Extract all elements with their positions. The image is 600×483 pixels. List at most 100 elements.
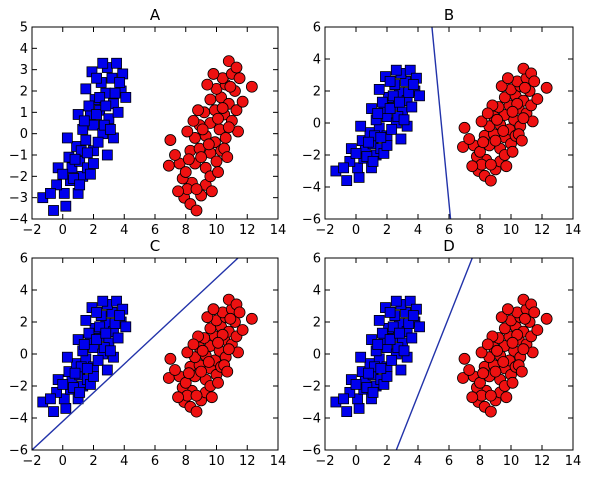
blue-square-point-b-4 [344,155,356,167]
blue-square-point-d-37 [373,314,385,326]
red-circle-point-d-51 [495,311,508,324]
red-circle-point-b-44 [500,160,513,173]
red-circle-point-a-63 [190,183,203,196]
red-circle-point-b-53 [466,160,479,173]
red-circle-point-c-44 [205,391,218,404]
y-tick-label-a: −1 [9,149,28,164]
y-tick-label-d: 4 [313,284,321,299]
blue-square-point-b-34 [376,96,388,108]
blue-square-point-c-56 [74,386,86,398]
y-tick-label-b: 0 [313,117,321,132]
blue-square-point-a-52 [69,153,81,165]
blue-square-point-b-29 [404,64,416,76]
y-tick-label-a: −3 [9,191,28,206]
x-tick-label-b: 0 [352,223,360,238]
red-circle-point-d-55 [481,338,494,351]
y-tick-label-c: −2 [9,380,28,395]
red-circle-point-b-40 [540,81,553,94]
subplot-title-b: B [444,6,454,24]
red-circle-point-c-57 [233,306,246,319]
red-circle-point-c-65 [212,336,224,349]
blue-square-point-d-36 [406,332,418,344]
y-tick-label-d: −6 [302,444,321,459]
blue-square-point-a-33 [68,173,79,184]
blue-square-point-d-2 [353,402,365,414]
blue-square-point-a-3 [58,187,70,199]
red-circle-point-b-63 [484,158,497,171]
blue-square-point-d-56 [367,386,379,398]
red-circle-point-b-56 [517,112,530,125]
x-tick-label-b: 14 [565,223,582,238]
x-tick-label-a: 0 [59,223,67,238]
x-tick-label-b: −2 [315,223,334,238]
y-tick-label-d: −2 [302,380,321,395]
x-tick-label-c: 6 [151,454,159,469]
y-tick-label-c: −4 [9,412,28,427]
blue-square-point-c-55 [91,334,102,346]
subplot-title-c: C [150,237,160,255]
blue-square-point-a-58 [114,77,126,88]
blue-square-point-c-36 [112,332,124,344]
blue-square-point-d-51 [387,321,399,333]
red-circle-point-b-61 [497,125,510,137]
x-tick-label-a: 6 [151,223,159,238]
blue-square-point-d-50 [372,338,384,350]
red-circle-point-c-64 [196,344,209,357]
y-tick-label-d: −4 [302,412,321,427]
blue-square-point-b-53 [375,131,387,143]
blue-square-point-c-57 [100,327,112,339]
y-tick-label-b: 4 [313,53,321,68]
x-tick-label-a: 10 [208,223,225,238]
red-circle-point-d-53 [466,391,479,404]
red-circle-point-a-54 [195,151,208,164]
x-tick-label-a: 2 [89,223,97,238]
blue-square-point-d-40 [414,321,425,333]
blue-square-point-b-40 [414,90,425,102]
blue-square-point-a-47 [105,124,116,135]
x-tick-label-d: 12 [534,454,551,469]
red-circle-point-c-53 [172,391,184,404]
blue-square-point-a-14 [80,134,92,146]
red-circle-point-b-4 [484,174,497,187]
plot-area-c [32,258,258,450]
red-circle-point-c-51 [201,311,214,324]
red-circle-point-c-60 [182,367,195,380]
red-circle-point-a-60 [182,153,195,166]
x-tick-label-d: 8 [476,454,484,469]
x-tick-label-c: 2 [89,454,97,469]
red-circle-point-a-55 [187,114,200,127]
x-tick-label-b: 10 [503,223,520,238]
blue-square-point-b-48 [381,139,393,151]
red-circle-point-a-62 [216,102,229,114]
blue-square-point-b-50 [372,108,384,119]
red-circle-point-c-48 [181,346,194,359]
blue-square-point-a-29 [111,57,122,69]
blue-square-point-a-17 [88,119,99,131]
x-tick-label-d: 4 [414,454,422,469]
blue-square-point-c-34 [83,327,95,339]
red-circle-point-a-65 [212,112,224,125]
blue-square-point-a-38 [101,149,113,161]
red-circle-point-c-50 [236,324,249,336]
subplot-title-a: A [150,6,161,24]
red-circle-point-d-65 [506,336,519,349]
y-tick-label-a: 4 [20,42,28,57]
blue-square-point-c-58 [114,310,126,322]
x-tick-label-c: 4 [120,454,128,469]
blue-square-point-d-39 [355,351,367,363]
red-circle-point-d-45 [515,365,528,378]
red-circle-point-b-52 [506,145,519,158]
red-circle-point-a-40 [245,80,258,93]
x-tick-label-b: 12 [534,223,551,238]
blue-square-point-b-2 [353,171,365,183]
red-circle-point-a-24 [219,132,232,144]
blue-square-point-d-52 [362,367,374,379]
blue-square-point-a-54 [109,87,121,99]
red-circle-point-b-42 [463,133,476,145]
x-tick-label-d: 2 [383,454,391,469]
blue-square-point-b-47 [398,114,410,126]
red-circle-point-c-4 [190,405,203,418]
x-tick-label-c: −2 [22,454,41,469]
